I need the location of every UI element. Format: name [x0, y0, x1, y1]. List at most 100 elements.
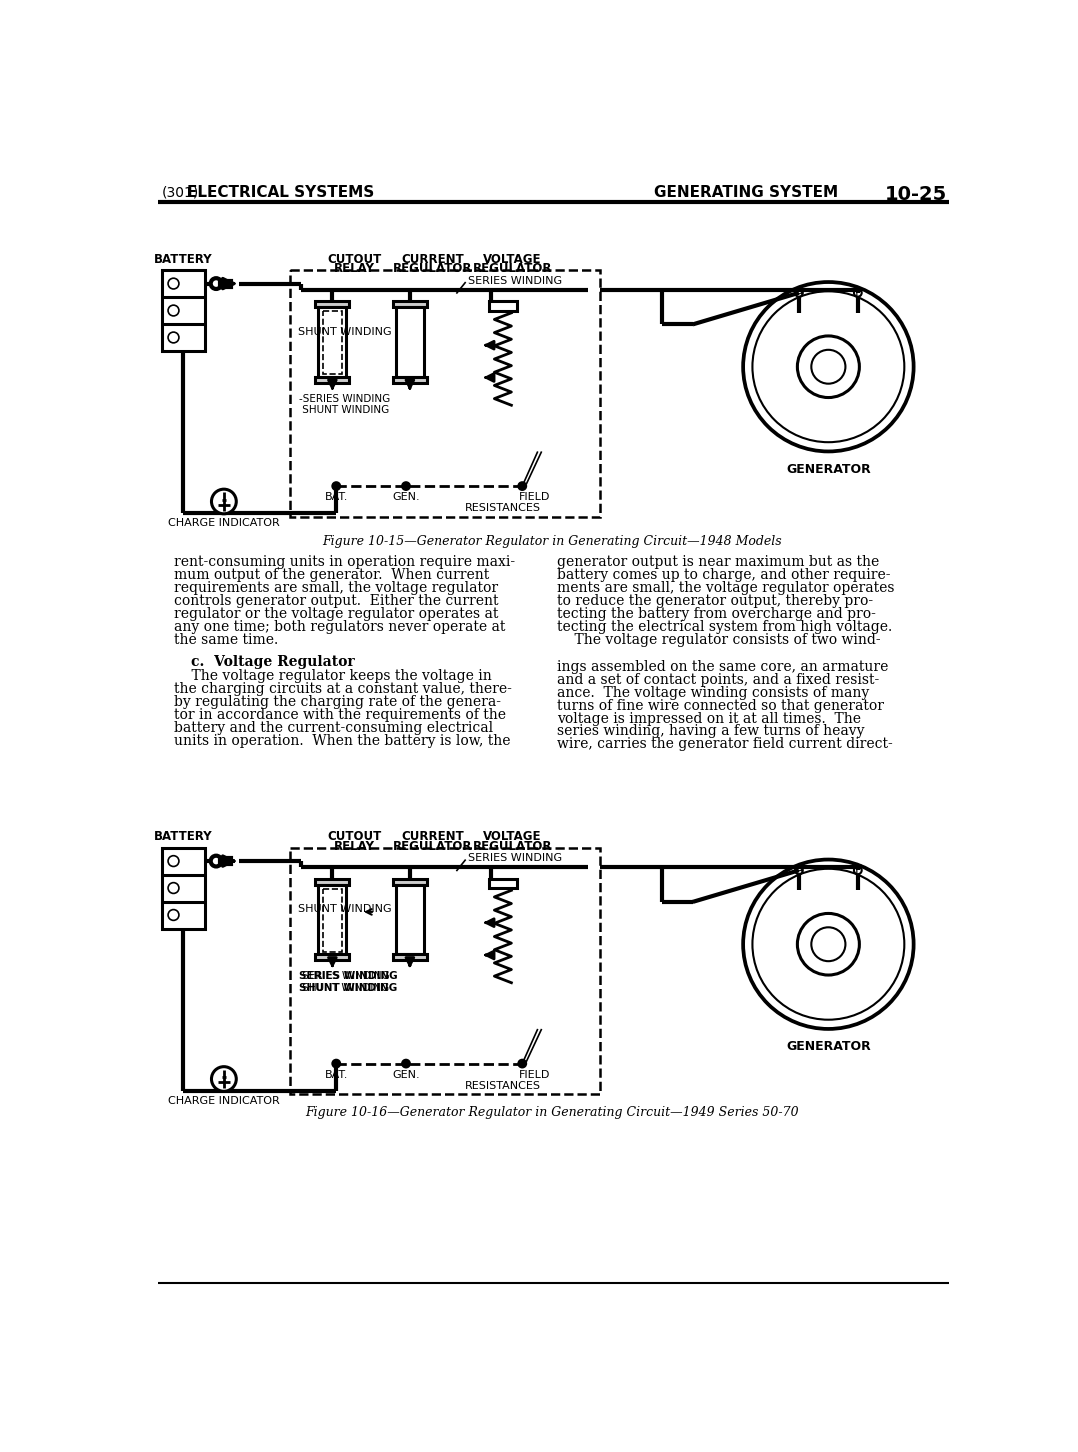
Bar: [489, 878, 516, 889]
Bar: [392, 301, 427, 308]
Circle shape: [402, 1060, 410, 1067]
Bar: [316, 301, 349, 308]
Bar: [162, 270, 205, 351]
Text: ance.  The voltage winding consists of many: ance. The voltage winding consists of ma…: [557, 685, 869, 700]
Text: FIELD: FIELD: [519, 492, 550, 502]
Text: SHUNT WINDING: SHUNT WINDING: [299, 405, 389, 415]
Text: SERIES WINDING: SERIES WINDING: [468, 854, 562, 864]
Text: the same time.: the same time.: [174, 633, 278, 648]
Text: REGULATOR: REGULATOR: [472, 839, 552, 852]
Text: GENERATING SYSTEM: GENERATING SYSTEM: [654, 184, 838, 200]
Bar: [396, 308, 424, 376]
Text: by regulating the charging rate of the genera-: by regulating the charging rate of the g…: [174, 696, 500, 709]
Bar: [392, 878, 427, 884]
Text: SHUNT WINDING: SHUNT WINDING: [299, 983, 389, 993]
Text: RESISTANCES: RESISTANCES: [465, 1080, 541, 1090]
Text: BATTERY: BATTERY: [153, 253, 212, 266]
Bar: [316, 376, 349, 383]
Text: requirements are small, the voltage regulator: requirements are small, the voltage regu…: [174, 581, 498, 595]
Bar: [392, 376, 427, 383]
Text: CUTOUT: CUTOUT: [328, 831, 382, 844]
Text: F: F: [854, 286, 861, 299]
Circle shape: [168, 909, 179, 921]
Text: 10-25: 10-25: [885, 184, 946, 205]
Text: RELAY: RELAY: [334, 839, 375, 852]
Text: generator output is near maximum but as the: generator output is near maximum but as …: [557, 556, 880, 569]
Text: rent-consuming units in operation require maxi-: rent-consuming units in operation requir…: [174, 556, 514, 569]
Text: tor in accordance with the requirements of the: tor in accordance with the requirements …: [174, 709, 506, 722]
Circle shape: [211, 1067, 236, 1092]
Text: GEN.: GEN.: [392, 1070, 419, 1080]
Bar: [392, 954, 427, 960]
Text: A: A: [794, 864, 803, 877]
Text: c.  Voltage Regulator: c. Voltage Regulator: [191, 655, 355, 669]
Text: Figure 10-15—Generator Regulator in Generating Circuit—1948 Models: Figure 10-15—Generator Regulator in Gene…: [322, 534, 783, 547]
Text: BAT.: BAT.: [324, 1070, 348, 1080]
Text: REGULATOR: REGULATOR: [393, 839, 473, 852]
Bar: [316, 954, 349, 960]
Text: voltage is impressed on it at all times.  The: voltage is impressed on it at all times.…: [557, 711, 861, 726]
Circle shape: [752, 292, 904, 443]
Text: battery comes up to charge, and other require-: battery comes up to charge, and other re…: [557, 568, 890, 582]
Text: units in operation.  When the battery is low, the: units in operation. When the battery is …: [174, 733, 510, 748]
Circle shape: [168, 883, 179, 893]
Text: -SERIES WINDING: -SERIES WINDING: [299, 393, 390, 404]
Text: The voltage regulator keeps the voltage in: The voltage regulator keeps the voltage …: [174, 669, 492, 682]
Circle shape: [752, 868, 904, 1019]
Circle shape: [168, 333, 179, 343]
Bar: [318, 308, 346, 376]
Bar: [220, 280, 231, 286]
Text: VOLTAGE: VOLTAGE: [483, 253, 541, 266]
Text: (301): (301): [162, 184, 199, 199]
Circle shape: [812, 350, 845, 383]
Text: The voltage regulator consists of two wind-: The voltage regulator consists of two wi…: [557, 633, 881, 648]
Circle shape: [854, 289, 861, 296]
Text: BATTERY: BATTERY: [153, 831, 212, 844]
Text: SERIES WINDING: SERIES WINDING: [468, 276, 562, 286]
Text: Figure 10-16—Generator Regulator in Generating Circuit—1949 Series 50-70: Figure 10-16—Generator Regulator in Gene…: [306, 1106, 799, 1119]
Text: to reduce the generator output, thereby pro-: to reduce the generator output, thereby …: [557, 594, 873, 608]
Circle shape: [519, 1060, 526, 1067]
Bar: [162, 848, 205, 929]
Circle shape: [798, 335, 859, 398]
Circle shape: [211, 489, 236, 514]
Text: wire, carries the generator field current direct-: wire, carries the generator field curren…: [557, 738, 893, 752]
Text: F: F: [854, 864, 861, 877]
Circle shape: [210, 279, 222, 289]
Bar: [323, 311, 342, 375]
Text: tecting the electrical system from high voltage.: tecting the electrical system from high …: [557, 620, 893, 635]
Circle shape: [854, 867, 861, 874]
Circle shape: [796, 289, 803, 296]
Circle shape: [332, 482, 341, 489]
Text: tecting the battery from overcharge and pro-: tecting the battery from overcharge and …: [557, 607, 876, 621]
Circle shape: [402, 482, 410, 489]
Bar: [290, 848, 599, 1095]
Circle shape: [332, 1060, 341, 1067]
Text: turns of fine wire connected so that generator: turns of fine wire connected so that gen…: [557, 698, 884, 713]
Circle shape: [168, 279, 179, 289]
Text: any one time; both regulators never operate at: any one time; both regulators never oper…: [174, 620, 505, 635]
Text: CURRENT: CURRENT: [402, 831, 465, 844]
Text: GENERATOR: GENERATOR: [786, 1041, 871, 1054]
Bar: [220, 858, 231, 864]
Text: controls generator output.  Either the current: controls generator output. Either the cu…: [174, 594, 498, 608]
Bar: [489, 301, 516, 311]
Circle shape: [210, 855, 222, 867]
Text: SHUNT WINDING: SHUNT WINDING: [298, 327, 391, 337]
Text: GENERATOR: GENERATOR: [786, 463, 871, 476]
Text: the charging circuits at a constant value, there-: the charging circuits at a constant valu…: [174, 682, 511, 696]
Circle shape: [743, 860, 914, 1029]
Text: ments are small, the voltage regulator operates: ments are small, the voltage regulator o…: [557, 581, 895, 595]
Bar: [323, 889, 342, 953]
Text: SHUNT WINDING: SHUNT WINDING: [299, 983, 398, 993]
Circle shape: [519, 482, 526, 489]
Circle shape: [812, 928, 845, 961]
Circle shape: [168, 855, 179, 867]
Circle shape: [798, 913, 859, 976]
Text: RELAY: RELAY: [334, 261, 375, 274]
Text: SHUNT WINDING: SHUNT WINDING: [298, 905, 391, 915]
Circle shape: [796, 867, 803, 874]
Circle shape: [743, 282, 914, 452]
Text: series winding, having a few turns of heavy: series winding, having a few turns of he…: [557, 725, 865, 739]
Text: RESISTANCES: RESISTANCES: [465, 502, 541, 513]
